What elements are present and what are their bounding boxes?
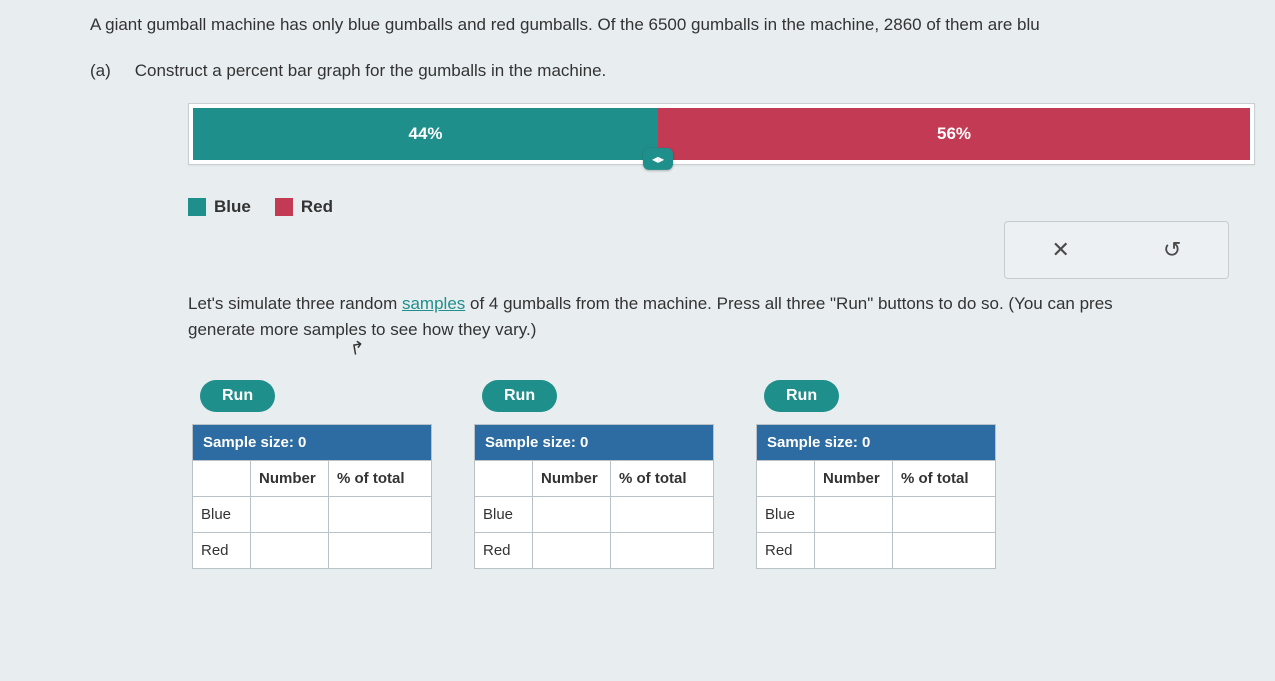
run-button-3[interactable]: Run: [764, 380, 839, 412]
samples-link[interactable]: samples: [402, 294, 465, 313]
cell: [893, 497, 996, 533]
cell: [533, 533, 611, 569]
table-row: Red: [193, 533, 432, 569]
cell: [329, 533, 432, 569]
table-row: Red: [475, 533, 714, 569]
sample-block-1: Run Sample size: 0Number% of total BlueRed: [192, 380, 432, 569]
table-row: Blue: [475, 497, 714, 533]
percent-bar-chart: 44%56%◂▸ BlueRed ✕ ↺: [188, 103, 1255, 217]
part-a: (a) Construct a percent bar graph for th…: [90, 58, 1265, 84]
row-label: Blue: [193, 497, 251, 533]
action-box: ✕ ↺: [1004, 221, 1229, 279]
cell: [815, 497, 893, 533]
row-label: Red: [475, 533, 533, 569]
sample-table-1: Sample size: 0Number% of total BlueRed: [192, 424, 432, 569]
bar-drag-handle[interactable]: ◂▸: [643, 148, 673, 170]
sample-size-header: Sample size: 0: [757, 425, 996, 461]
legend: Blue Red: [188, 197, 1255, 217]
cell: [251, 533, 329, 569]
sample-table-2: Sample size: 0Number% of total BlueRed: [474, 424, 714, 569]
col-header: % of total: [893, 461, 996, 497]
legend-label: Blue: [214, 197, 251, 217]
problem-intro: A giant gumball machine has only blue gu…: [90, 12, 1265, 38]
blue-swatch-icon: [188, 198, 206, 216]
run-button-1[interactable]: Run: [200, 380, 275, 412]
cell: [893, 533, 996, 569]
row-label: Red: [757, 533, 815, 569]
run-button-2[interactable]: Run: [482, 380, 557, 412]
table-row: Blue: [757, 497, 996, 533]
row-label: Red: [193, 533, 251, 569]
cell: [329, 497, 432, 533]
col-header: Number: [251, 461, 329, 497]
col-header: % of total: [329, 461, 432, 497]
sim-text-pre: Let's simulate three random: [188, 294, 402, 313]
cell: [815, 533, 893, 569]
sim-text-line2: generate more samples to see how they va…: [188, 320, 536, 339]
col-header: Number: [533, 461, 611, 497]
cell: [251, 497, 329, 533]
col-header: [193, 461, 251, 497]
legend-label: Red: [301, 197, 333, 217]
sample-size-header: Sample size: 0: [475, 425, 714, 461]
part-label: (a): [90, 58, 124, 84]
cell: [533, 497, 611, 533]
percent-bar-container: 44%56%◂▸: [188, 103, 1255, 165]
clear-button[interactable]: ✕: [1041, 230, 1081, 270]
reset-button[interactable]: ↺: [1152, 230, 1192, 270]
legend-item-blue: Blue: [188, 197, 251, 217]
percent-segment-red: 56%: [658, 108, 1250, 160]
samples-row: RunSample size: 0Number% of totalBlueRed…: [192, 380, 1265, 569]
simulation-instructions: Let's simulate three random samples of 4…: [188, 281, 1265, 342]
cell: [611, 497, 714, 533]
sim-text-post: of 4 gumballs from the machine. Press al…: [465, 294, 1112, 313]
col-header: % of total: [611, 461, 714, 497]
table-row: Red: [757, 533, 996, 569]
col-header: [475, 461, 533, 497]
table-row: Blue: [193, 497, 432, 533]
red-swatch-icon: [275, 198, 293, 216]
part-prompt: Construct a percent bar graph for the gu…: [135, 58, 607, 84]
sample-block-2: Run Sample size: 0Number% of total BlueRed: [474, 380, 714, 569]
sample-size-header: Sample size: 0: [193, 425, 432, 461]
percent-segment-blue: 44%: [193, 108, 658, 160]
sample-block-3: Run Sample size: 0Number% of total BlueRed: [756, 380, 996, 569]
row-label: Blue: [757, 497, 815, 533]
col-header: Number: [815, 461, 893, 497]
sample-table-3: Sample size: 0Number% of total BlueRed: [756, 424, 996, 569]
row-label: Blue: [475, 497, 533, 533]
cell: [611, 533, 714, 569]
col-header: [757, 461, 815, 497]
legend-item-red: Red: [275, 197, 333, 217]
